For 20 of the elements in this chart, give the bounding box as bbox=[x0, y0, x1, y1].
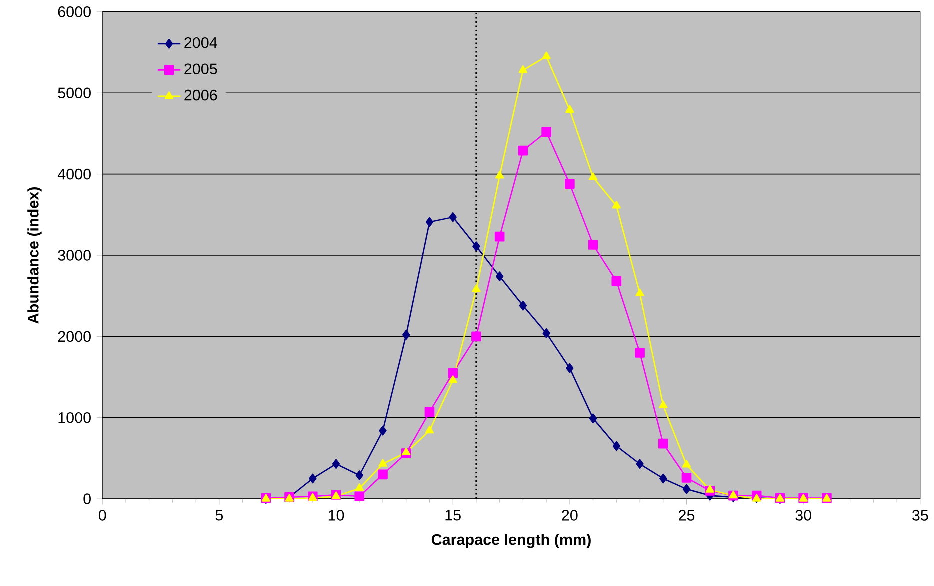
y-tick-label: 5000 bbox=[58, 88, 91, 99]
x-tick-label: 0 bbox=[98, 510, 106, 522]
y-tick-label: 4000 bbox=[58, 169, 91, 180]
x-tick-label: 5 bbox=[216, 510, 224, 521]
x-axis-title: Carapace length (mm) bbox=[432, 534, 591, 548]
x-tick-label: 10 bbox=[328, 510, 344, 522]
legend-label: 2004 bbox=[184, 38, 218, 48]
y-tick-label: 1000 bbox=[58, 412, 91, 424]
x-tick-label: 15 bbox=[446, 510, 461, 521]
y-tick-label: 0 bbox=[84, 494, 91, 505]
x-tick-label: 25 bbox=[679, 510, 695, 522]
y-tick-label: 3000 bbox=[58, 250, 91, 262]
x-tick-label: 35 bbox=[912, 510, 928, 522]
legend-label: 2005 bbox=[184, 64, 218, 75]
x-tick-label: 30 bbox=[796, 510, 812, 522]
y-tick-label: 6000 bbox=[58, 6, 91, 18]
legend-label: 2006 bbox=[184, 90, 218, 101]
y-axis-title: Abundance (index) bbox=[28, 188, 42, 324]
y-tick-label: 2000 bbox=[58, 331, 91, 342]
x-tick-label: 20 bbox=[562, 510, 578, 522]
